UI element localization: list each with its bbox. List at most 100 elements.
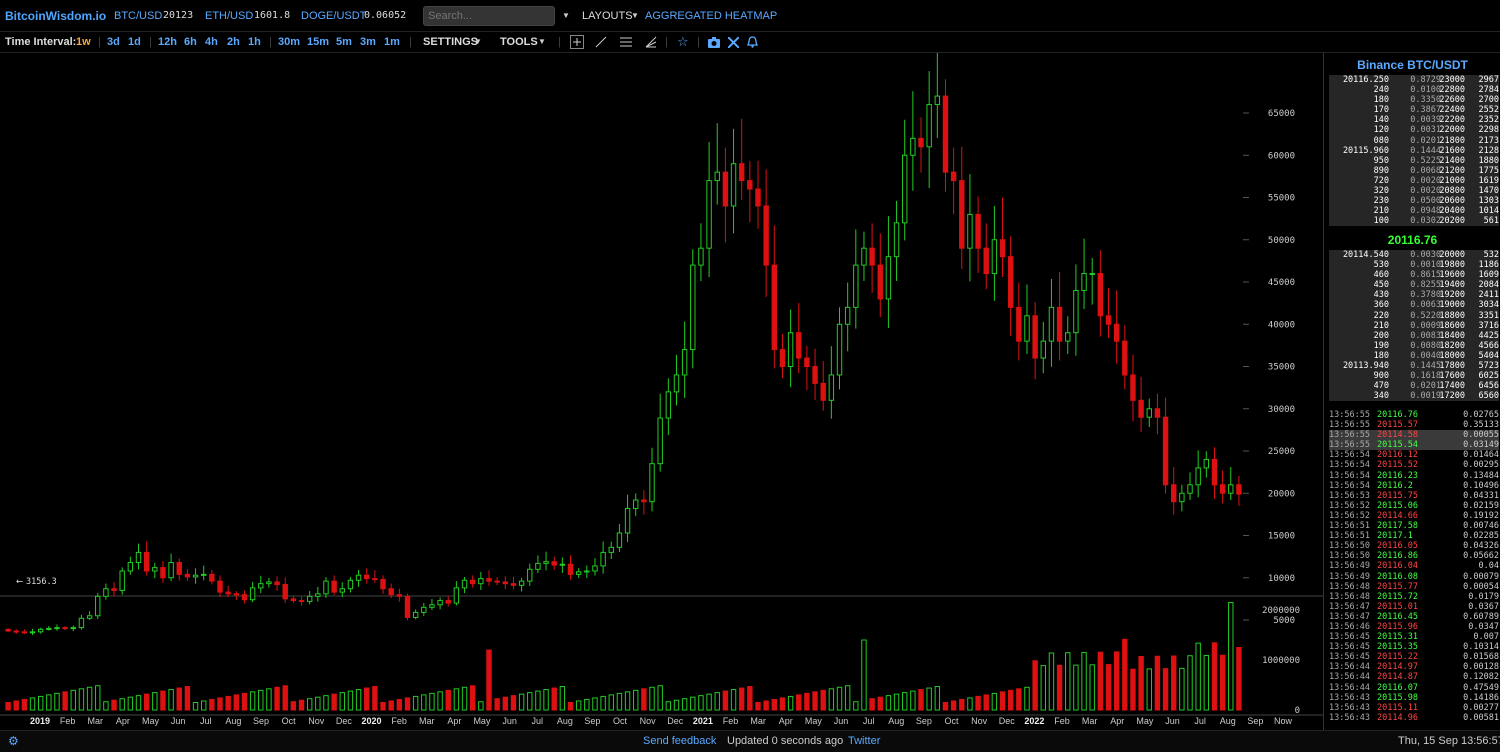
line-tool-icon[interactable] [595, 32, 607, 52]
buy-row[interactable]: 20113.940 0.1445 17800 5723 [1329, 361, 1499, 371]
interval-4h[interactable]: 4h [205, 36, 218, 48]
trade-time: 13:56:54 [1329, 480, 1370, 491]
volume-bar [738, 687, 745, 711]
buy-row[interactable]: 200 0.0083 18400 4425 [1329, 331, 1499, 341]
buy-row[interactable]: 530 0.0010 19800 1186 [1329, 260, 1499, 270]
price-chart[interactable]: 5000 10000 15000 20000 25000 30000 35000 40000 4… [0, 53, 1323, 730]
sell-row[interactable]: 140 0.0039 22200 2352 [1329, 115, 1499, 125]
candle-body [820, 382, 826, 401]
sell-row[interactable]: 720 0.0020 21000 1619 [1329, 176, 1499, 186]
buy-row[interactable]: 190 0.0080 18200 4566 [1329, 341, 1499, 351]
sell-qty: 2967 [1478, 75, 1499, 85]
interval-1d[interactable]: 1d [128, 36, 141, 48]
orderbook-title[interactable]: Binance BTC/USDT [1357, 58, 1468, 72]
sell-row[interactable]: 180 0.3350 22600 2700 [1329, 95, 1499, 105]
sell-row[interactable]: 230 0.0500 20600 1303 [1329, 196, 1499, 206]
trade-time: 13:56:52 [1329, 510, 1370, 521]
star-icon[interactable]: ☆ [677, 34, 689, 49]
interval-1w[interactable]: 1w [76, 36, 91, 48]
buy-row[interactable]: 20114.540 0.0030 20000 532 [1329, 250, 1499, 260]
send-feedback-link[interactable]: Send feedback [643, 735, 717, 747]
volume-bar [225, 695, 231, 711]
settings-chevron-icon[interactable]: ▼ [474, 37, 482, 46]
candle-body [86, 615, 93, 619]
buy-row[interactable]: 900 0.1618 17600 6025 [1329, 371, 1499, 381]
hlines-icon[interactable] [620, 32, 632, 52]
tools-menu[interactable]: TOOLS [500, 36, 538, 48]
camera-icon[interactable] [708, 32, 720, 52]
trade-row: 13:56:52 20114.66 0.19192 [1329, 511, 1499, 521]
trade-row: 13:56:48 20115.72 0.0179 [1329, 592, 1499, 602]
buy-row[interactable]: 360 0.0063 19000 3034 [1329, 300, 1499, 310]
buy-qty: 1186 [1478, 260, 1499, 271]
sell-row[interactable]: 320 0.0020 20800 1470 [1329, 186, 1499, 196]
candle-body [323, 580, 329, 595]
footer-bar: ⚙ Send feedback Updated 0 seconds ago Tw… [0, 730, 1500, 752]
sell-row[interactable]: 120 0.0031 22000 2298 [1329, 125, 1499, 135]
interval-15m[interactable]: 15m [307, 36, 330, 48]
buy-row[interactable]: 340 0.0019 17200 6560 [1329, 391, 1499, 401]
ticker-doge-name[interactable]: DOGE/USDT [301, 10, 367, 22]
bell-icon[interactable] [747, 32, 758, 52]
settings-menu[interactable]: SETTINGS [423, 36, 479, 48]
asks-table: 20116.250 0.8729 23000 2967 240 0.0100 22800 27… [1329, 75, 1499, 227]
buy-row[interactable]: 450 0.8255 19400 2084 [1329, 280, 1499, 290]
tools-chevron-icon[interactable]: ▼ [538, 37, 546, 46]
aggregated-heatmap-link[interactable]: AGGREGATED HEATMAP [645, 10, 778, 22]
ticker-doge-value: 0.06052 [364, 10, 407, 21]
sell-level: 20800 [1439, 186, 1465, 197]
volume-bar [339, 692, 345, 711]
sell-qty: 2298 [1478, 125, 1499, 136]
sell-row[interactable]: 890 0.0068 21200 1775 [1329, 166, 1499, 176]
crosshair-icon[interactable] [570, 32, 584, 52]
buy-row[interactable]: 430 0.3780 19200 2411 [1329, 290, 1499, 300]
interval-1h[interactable]: 1h [248, 36, 261, 48]
sell-row[interactable]: 20116.250 0.8729 23000 2967 [1329, 75, 1499, 85]
interval-5m[interactable]: 5m [336, 36, 352, 48]
ticker-eth-name[interactable]: ETH/USD [205, 10, 254, 22]
layouts-menu[interactable]: LAYOUTS [582, 10, 633, 22]
layouts-chevron-icon[interactable]: ▼ [631, 11, 639, 20]
candle-body [885, 256, 892, 300]
sell-row[interactable]: 210 0.0948 20400 1014 [1329, 206, 1499, 216]
buy-row[interactable]: 460 0.8615 19600 1609 [1329, 270, 1499, 280]
sell-amount: 0.0020 [1410, 175, 1441, 186]
sell-qty: 1880 [1478, 155, 1499, 166]
fib-icon[interactable] [645, 32, 657, 52]
fullscreen-icon[interactable] [727, 32, 740, 52]
sell-row[interactable]: 170 0.3867 22400 2552 [1329, 105, 1499, 115]
candle-body [1171, 484, 1177, 503]
sell-row[interactable]: 100 0.0302 20200 561 [1329, 216, 1499, 226]
interval-3d[interactable]: 3d [107, 36, 120, 48]
candle-body [959, 180, 965, 249]
sell-row[interactable]: 080 0.0201 21800 2173 [1329, 136, 1499, 146]
search-dropdown-icon[interactable]: ▼ [562, 11, 570, 20]
buy-row[interactable]: 180 0.0040 18000 5404 [1329, 351, 1499, 361]
interval-30m[interactable]: 30m [278, 36, 301, 48]
candle-body [282, 584, 288, 600]
interval-12h[interactable]: 12h [158, 36, 177, 48]
sell-price: 210 [1373, 206, 1389, 217]
candle-body [592, 565, 598, 572]
x-axis-label: 2022 [1024, 716, 1044, 726]
interval-2h[interactable]: 2h [227, 36, 240, 48]
search-input[interactable] [423, 6, 555, 26]
buy-qty: 2411 [1478, 290, 1499, 301]
buy-row[interactable]: 210 0.0009 18600 3716 [1329, 321, 1499, 331]
site-logo[interactable]: BitcoinWisdom.io [5, 9, 107, 23]
candle-body [290, 598, 297, 602]
interval-1m[interactable]: 1m [384, 36, 400, 48]
sell-qty: 1014 [1478, 206, 1499, 217]
sell-row[interactable]: 950 0.5225 21400 1880 [1329, 156, 1499, 166]
twitter-link[interactable]: Twitter [848, 735, 881, 747]
buy-row[interactable]: 470 0.0201 17400 6456 [1329, 381, 1499, 391]
sell-row[interactable]: 20115.960 0.1444 21600 2128 [1329, 146, 1499, 156]
sell-row[interactable]: 240 0.0100 22800 2784 [1329, 85, 1499, 95]
ticker-btc-name[interactable]: BTC/USD [114, 10, 163, 22]
interval-6h[interactable]: 6h [184, 36, 197, 48]
volume-bar [111, 699, 117, 711]
settings-gear-icon[interactable]: ⚙ [8, 734, 19, 748]
interval-3m[interactable]: 3m [360, 36, 376, 48]
candle-body [714, 171, 720, 182]
buy-row[interactable]: 220 0.5220 18800 3351 [1329, 311, 1499, 321]
